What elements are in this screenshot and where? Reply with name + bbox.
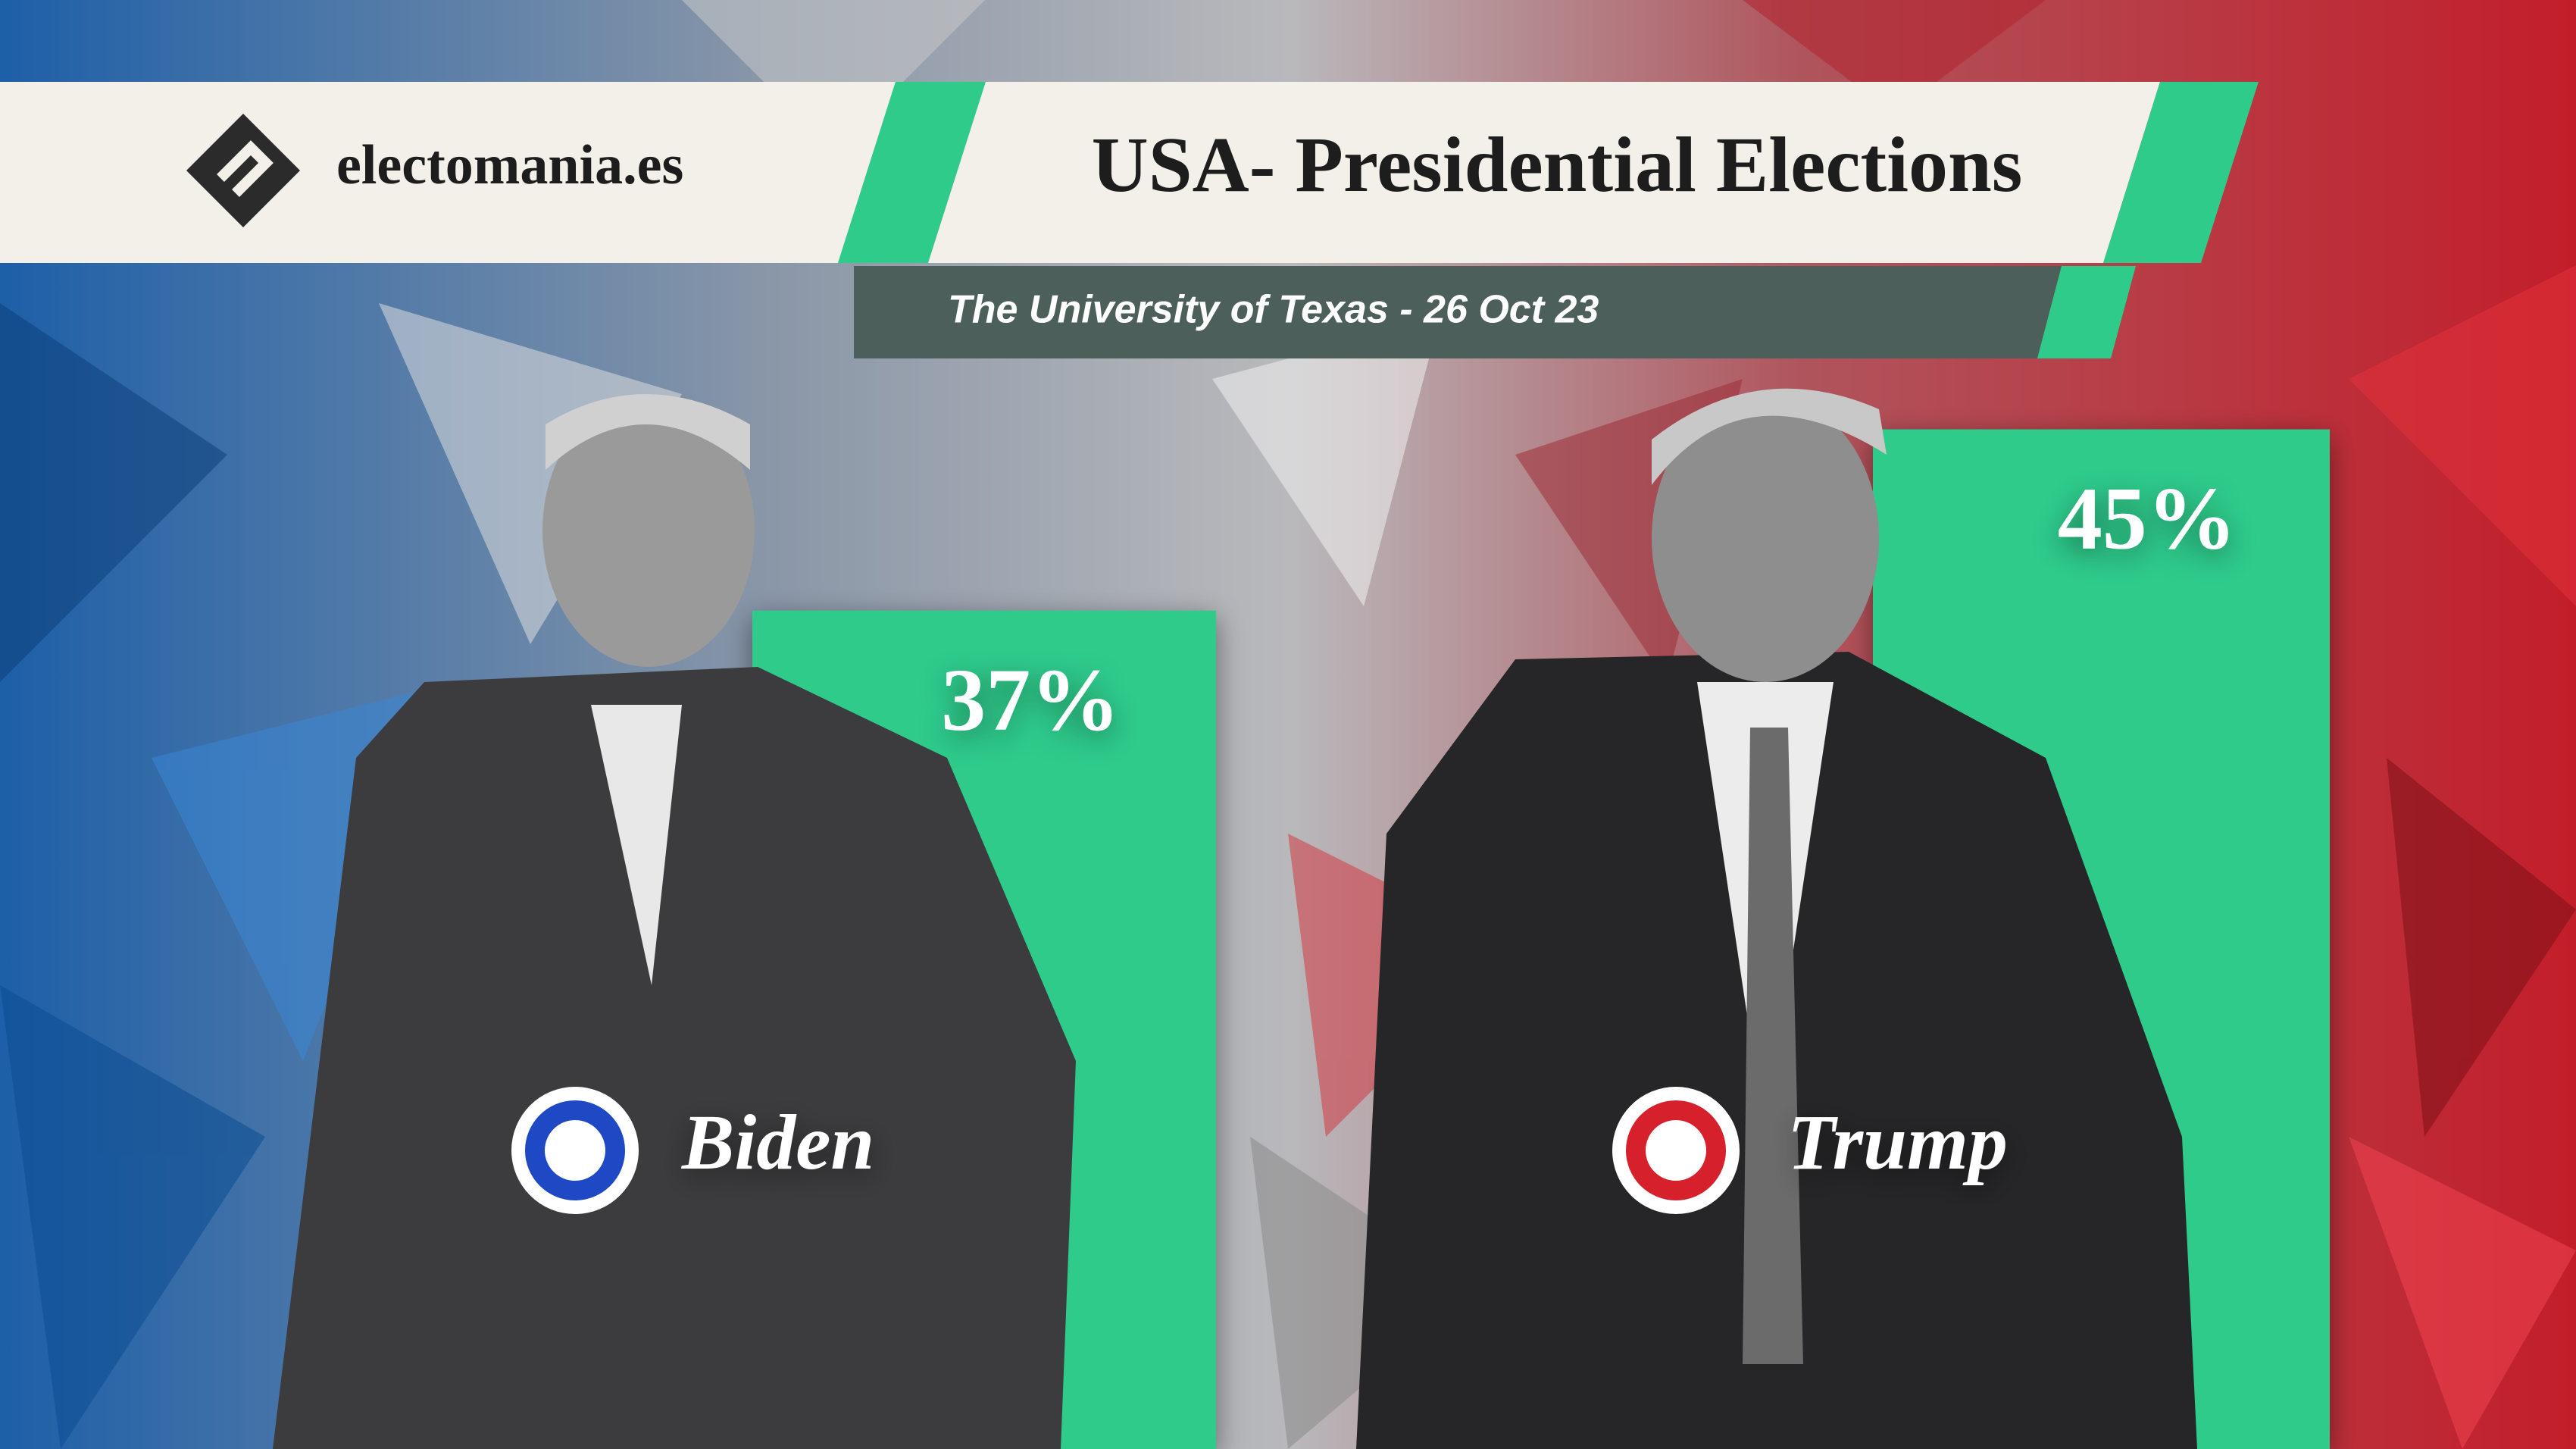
candidate-figure (1356, 388, 2197, 1449)
logo (186, 114, 300, 227)
chart-subtitle: The University of Texas - 26 Oct 23 (948, 288, 1599, 332)
value-label: 45% (2058, 469, 2237, 568)
accent (2037, 266, 2136, 358)
value-label: 37% (941, 650, 1120, 750)
brand-band (0, 82, 896, 263)
candidate-figure (273, 394, 1076, 1449)
accent (838, 82, 986, 263)
brand: electomania.es (336, 134, 683, 196)
party-icon (1612, 1087, 1740, 1214)
candidate-name: Biden (681, 1099, 874, 1186)
labels: 37% Biden 45% Trump (511, 469, 2237, 1214)
accent (2103, 82, 2259, 263)
icon-core (1646, 1120, 1706, 1181)
chart-title: USA- Presidential Elections (1092, 121, 2023, 208)
title-band (928, 82, 2160, 263)
candidate-name: Trump (1787, 1099, 2008, 1186)
icon-core (545, 1120, 605, 1181)
subtitle-band (854, 266, 2062, 358)
party-icon (511, 1087, 639, 1214)
